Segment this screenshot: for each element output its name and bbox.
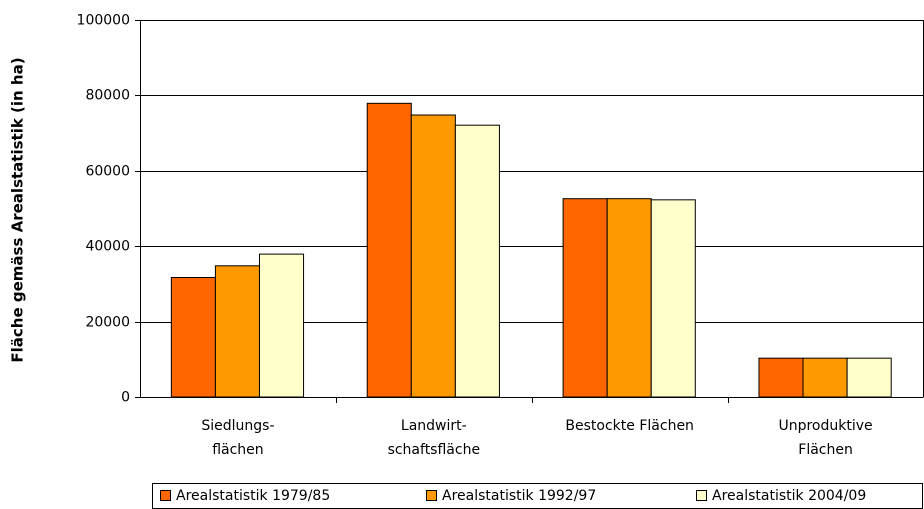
legend-swatch xyxy=(696,490,707,501)
bar xyxy=(650,199,696,398)
bar xyxy=(170,276,216,398)
y-tick-label: 40000 xyxy=(85,239,130,255)
legend-swatch xyxy=(160,490,171,501)
x-tick-label: Landwirt- xyxy=(401,418,467,434)
bar xyxy=(366,102,412,398)
x-tick-label: flächen xyxy=(212,442,263,458)
y-axis-title: Fläche gemäss Arealstatistik (in ha) xyxy=(9,57,27,362)
y-tick-label: 0 xyxy=(121,390,130,406)
bar xyxy=(562,198,608,398)
y-tick-label: 80000 xyxy=(85,88,130,104)
legend-label: Arealstatistik 1992/97 xyxy=(442,488,596,504)
x-tick-label: Siedlungs- xyxy=(201,418,274,434)
bar xyxy=(410,114,456,398)
y-tick-label: 100000 xyxy=(77,13,130,29)
legend-label: Arealstatistik 1979/85 xyxy=(176,488,330,504)
legend-swatch xyxy=(426,490,437,501)
bar xyxy=(606,198,652,398)
bar xyxy=(758,357,804,398)
bar xyxy=(454,124,500,398)
legend-label: Arealstatistik 2004/09 xyxy=(712,488,866,504)
x-tick-label: Bestockte Flächen xyxy=(565,418,694,434)
bar xyxy=(846,357,892,398)
bar xyxy=(258,253,305,398)
x-tick-label: schaftsfläche xyxy=(388,442,481,458)
x-tick-label: Flächen xyxy=(798,442,853,458)
y-tick-label: 20000 xyxy=(85,315,130,331)
x-tick-label: Unproduktive xyxy=(778,418,872,434)
bar xyxy=(802,357,848,398)
bar xyxy=(214,265,260,398)
y-tick-label: 60000 xyxy=(85,164,130,180)
